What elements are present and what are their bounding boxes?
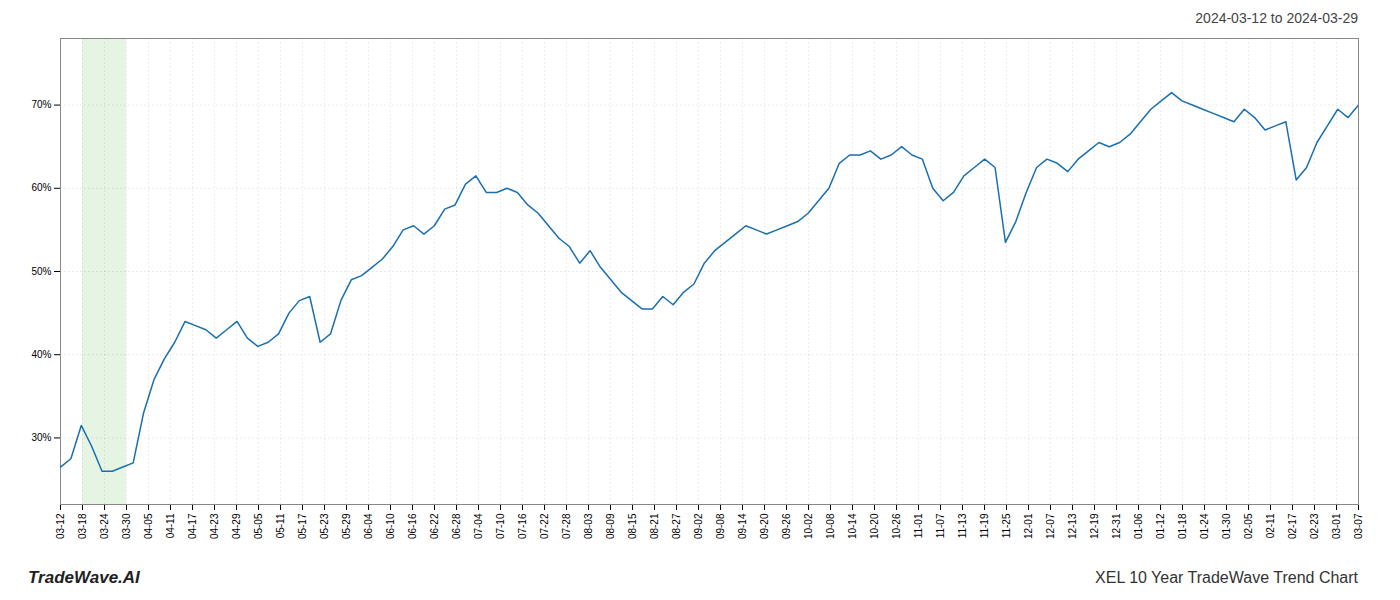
svg-text:11-19: 11-19 — [979, 513, 990, 538]
svg-text:10-02: 10-02 — [803, 513, 814, 539]
svg-text:08-27: 08-27 — [671, 513, 682, 539]
svg-text:05-29: 05-29 — [341, 513, 352, 539]
svg-text:03-12: 03-12 — [55, 513, 66, 539]
svg-text:06-04: 06-04 — [363, 513, 374, 539]
svg-text:01-18: 01-18 — [1177, 513, 1188, 539]
svg-text:12-19: 12-19 — [1089, 513, 1100, 539]
svg-text:11-01: 11-01 — [913, 513, 924, 538]
svg-text:07-10: 07-10 — [495, 513, 506, 539]
svg-text:50%: 50% — [31, 266, 51, 277]
svg-text:60%: 60% — [31, 182, 51, 193]
svg-text:04-05: 04-05 — [143, 513, 154, 539]
svg-text:40%: 40% — [31, 349, 51, 360]
svg-text:02-17: 02-17 — [1287, 513, 1298, 539]
svg-text:11-13: 11-13 — [957, 513, 968, 538]
svg-text:09-02: 09-02 — [693, 513, 704, 539]
svg-text:11-25: 11-25 — [1001, 513, 1012, 538]
svg-text:10-20: 10-20 — [869, 513, 880, 539]
svg-text:03-01: 03-01 — [1331, 513, 1342, 539]
svg-text:08-21: 08-21 — [649, 513, 660, 539]
svg-text:06-16: 06-16 — [407, 513, 418, 539]
svg-text:70%: 70% — [31, 99, 51, 110]
svg-text:02-23: 02-23 — [1309, 513, 1320, 539]
svg-text:05-11: 05-11 — [275, 513, 286, 538]
svg-text:01-12: 01-12 — [1155, 513, 1166, 539]
svg-text:10-14: 10-14 — [847, 513, 858, 539]
svg-text:04-23: 04-23 — [209, 513, 220, 539]
svg-text:07-16: 07-16 — [517, 513, 528, 539]
svg-text:03-07: 03-07 — [1353, 513, 1364, 539]
svg-text:10-08: 10-08 — [825, 513, 836, 539]
svg-text:03-24: 03-24 — [99, 513, 110, 539]
svg-text:05-05: 05-05 — [253, 513, 264, 539]
svg-text:11-07: 11-07 — [935, 513, 946, 538]
svg-text:04-29: 04-29 — [231, 513, 242, 539]
svg-text:02-05: 02-05 — [1243, 513, 1254, 539]
html-text:XEL 10 Year TradeWave Trend Ch: XEL 10 Year TradeWave Trend Chart — [1095, 569, 1358, 586]
svg-text:05-23: 05-23 — [319, 513, 330, 539]
svg-text:01-30: 01-30 — [1221, 513, 1232, 539]
svg-text:06-22: 06-22 — [429, 513, 440, 539]
svg-text:06-10: 06-10 — [385, 513, 396, 539]
svg-text:12-01: 12-01 — [1023, 513, 1034, 539]
svg-text:10-26: 10-26 — [891, 513, 902, 539]
svg-text:02-11: 02-11 — [1265, 513, 1276, 538]
svg-text:03-18: 03-18 — [77, 513, 88, 539]
svg-text:01-06: 01-06 — [1133, 513, 1144, 539]
svg-text:07-28: 07-28 — [561, 513, 572, 539]
svg-text:08-15: 08-15 — [627, 513, 638, 539]
svg-text:09-14: 09-14 — [737, 513, 748, 539]
html-text:2024-03-12 to 2024-03-29: 2024-03-12 to 2024-03-29 — [1195, 10, 1358, 26]
svg-text:06-28: 06-28 — [451, 513, 462, 539]
svg-text:09-26: 09-26 — [781, 513, 792, 539]
svg-text:08-09: 08-09 — [605, 513, 616, 539]
svg-text:03-30: 03-30 — [121, 513, 132, 539]
svg-text:12-13: 12-13 — [1067, 513, 1078, 539]
svg-text:07-04: 07-04 — [473, 513, 484, 539]
svg-text:08-03: 08-03 — [583, 513, 594, 539]
svg-text:07-22: 07-22 — [539, 513, 550, 539]
svg-text:12-07: 12-07 — [1045, 513, 1056, 539]
svg-text:04-11: 04-11 — [165, 513, 176, 538]
svg-text:09-08: 09-08 — [715, 513, 726, 539]
svg-text:01-24: 01-24 — [1199, 513, 1210, 539]
svg-text:12-31: 12-31 — [1111, 513, 1122, 539]
svg-text:04-17: 04-17 — [187, 513, 198, 539]
svg-text:30%: 30% — [31, 432, 51, 443]
svg-text:09-20: 09-20 — [759, 513, 770, 539]
svg-text:05-17: 05-17 — [297, 513, 308, 539]
html-text:TradeWave.AI: TradeWave.AI — [28, 568, 140, 587]
